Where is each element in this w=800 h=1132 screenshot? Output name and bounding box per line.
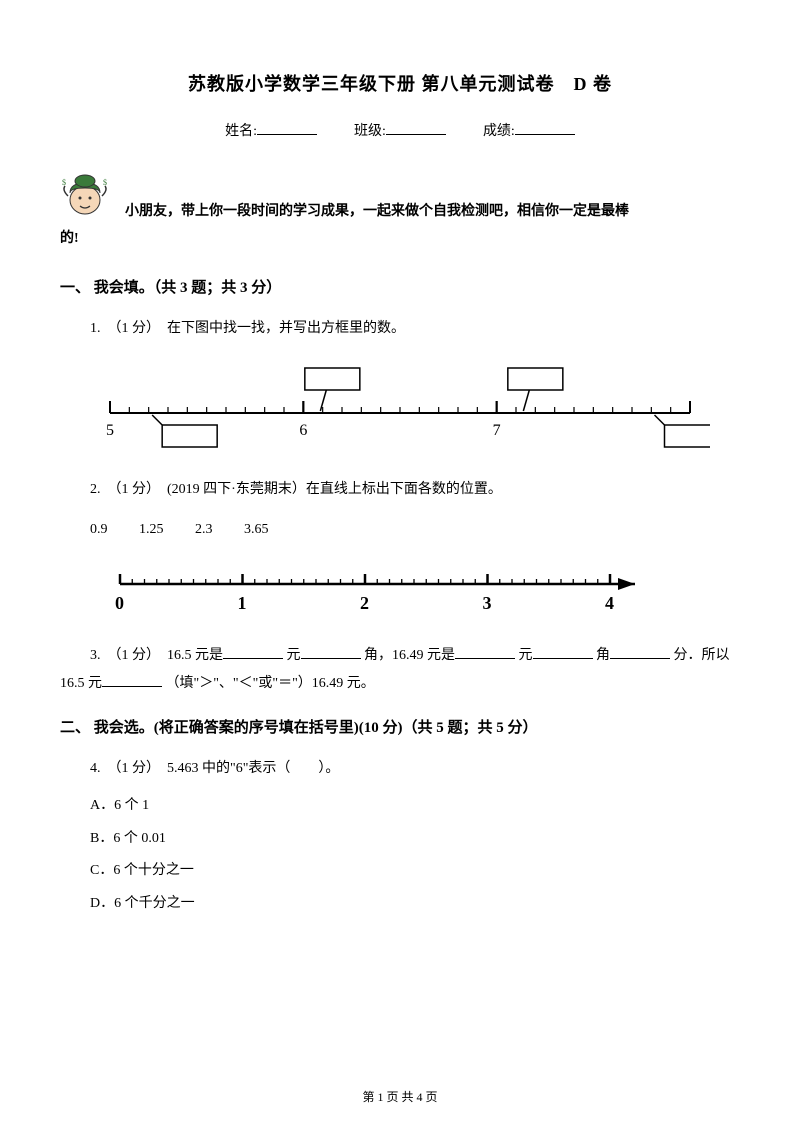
q3-blank-1[interactable] bbox=[223, 643, 283, 659]
q3-blank-4[interactable] bbox=[533, 643, 593, 659]
q3-part-e: 角 bbox=[596, 648, 610, 663]
question-3: 3. （1 分） 16.5 元是 元 角，16.49 元是 元 角 分．所以 1… bbox=[90, 642, 740, 698]
question-2: 2. （1 分） (2019 四下·东莞期末）在直线上标出下面各数的位置。 bbox=[90, 476, 740, 504]
question-1: 1. （1 分） 在下图中找一找，并写出方框里的数。 bbox=[90, 315, 740, 343]
section-1-heading: 一、 我会填。（共 3 题；共 3 分） bbox=[60, 276, 740, 300]
q3-part-d: 元 bbox=[519, 648, 533, 663]
option-d[interactable]: D．6 个千分之一 bbox=[90, 893, 740, 915]
q3-part-a: 3. （1 分） 16.5 元是 bbox=[90, 648, 223, 663]
figure-number-line-1: 5678 bbox=[90, 358, 710, 461]
page-title: 苏教版小学数学三年级下册 第八单元测试卷 D 卷 bbox=[60, 70, 740, 99]
section-2-heading: 二、 我会选。(将正确答案的序号填在括号里)(10 分)（共 5 题；共 5 分… bbox=[60, 716, 740, 740]
intro-text-1: 小朋友，带上你一段时间的学习成果，一起来做个自我检测吧，相信你一定是最棒 bbox=[125, 201, 740, 223]
svg-text:6: 6 bbox=[299, 422, 307, 439]
name-blank[interactable] bbox=[257, 119, 317, 135]
question-2-values: 0.9 1.25 2.3 3.65 bbox=[90, 516, 740, 544]
svg-text:5: 5 bbox=[106, 422, 114, 439]
svg-text:3: 3 bbox=[483, 593, 492, 613]
option-b[interactable]: B．6 个 0.01 bbox=[90, 828, 740, 850]
page-footer: 第 1 页 共 4 页 bbox=[0, 1088, 800, 1107]
q3-part-c: 角，16.49 元是 bbox=[364, 648, 455, 663]
svg-text:2: 2 bbox=[360, 593, 369, 613]
figure-number-line-2: 0 1 2 3 4 bbox=[90, 559, 710, 627]
score-blank[interactable] bbox=[515, 119, 575, 135]
q3-part-g: 16.5 元 bbox=[60, 676, 102, 691]
score-label: 成绩: bbox=[483, 124, 515, 139]
class-blank[interactable] bbox=[386, 119, 446, 135]
q3-blank-2[interactable] bbox=[301, 643, 361, 659]
q3-blank-3[interactable] bbox=[455, 643, 515, 659]
svg-text:7: 7 bbox=[493, 422, 501, 439]
intro-text-2: 的! bbox=[60, 228, 740, 250]
svg-text:0: 0 bbox=[115, 593, 124, 613]
mascot-icon: $ $ bbox=[60, 168, 110, 223]
svg-text:1: 1 bbox=[238, 593, 247, 613]
q3-part-h: （填"＞"、"＜"或"＝"）16.49 元。 bbox=[166, 676, 375, 691]
svg-text:4: 4 bbox=[605, 593, 614, 613]
option-c[interactable]: C．6 个十分之一 bbox=[90, 860, 740, 882]
class-label: 班级: bbox=[354, 124, 386, 139]
q3-part-f: 分．所以 bbox=[674, 648, 730, 663]
q3-part-b: 元 bbox=[287, 648, 301, 663]
svg-text:$: $ bbox=[62, 178, 66, 187]
student-info-line: 姓名: 班级: 成绩: bbox=[60, 119, 740, 143]
svg-text:$: $ bbox=[103, 178, 107, 187]
q3-blank-6[interactable] bbox=[102, 671, 162, 687]
question-4: 4. （1 分） 5.463 中的"6"表示（ ）。 bbox=[90, 755, 740, 783]
option-a[interactable]: A．6 个 1 bbox=[90, 795, 740, 817]
name-label: 姓名: bbox=[225, 124, 257, 139]
q3-blank-5[interactable] bbox=[610, 643, 670, 659]
